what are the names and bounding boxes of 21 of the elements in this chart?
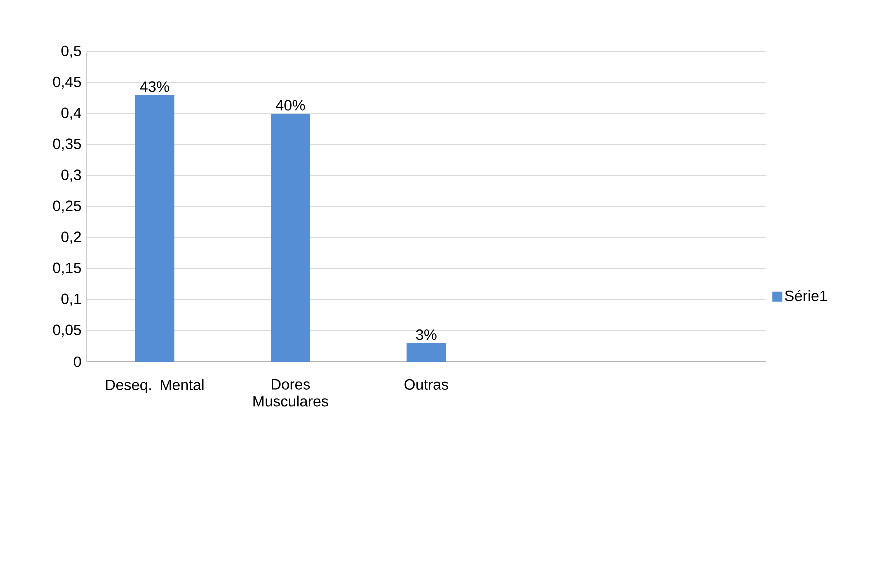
x-tick-label: Outras [404, 379, 448, 390]
y-tick-label: 0,05 [53, 324, 82, 338]
y-tick-label: 0,1 [62, 294, 82, 306]
y-tick-label: 0 [74, 356, 82, 368]
y-tick-label: 0,45 [53, 76, 82, 90]
y-tick-label: 0,25 [53, 200, 82, 214]
legend-label: Série1 [785, 290, 828, 302]
x-tick-label: Dores Musculares [254, 379, 328, 407]
y-tick-label: 0,5 [62, 46, 82, 58]
bar [135, 95, 175, 362]
y-tick-label: 0,35 [53, 138, 82, 152]
data-label: 40% [276, 100, 306, 111]
x-tick-label: Deseq. Mental [106, 379, 204, 394]
y-tick-label: 0,4 [62, 108, 82, 120]
data-label: 3% [416, 330, 437, 340]
y-tick-label: 0,2 [62, 232, 82, 244]
bar [406, 343, 446, 362]
data-label: 43% [140, 82, 170, 92]
y-tick-label: 0,15 [53, 262, 82, 276]
y-tick-label: 0,3 [62, 170, 82, 182]
bar [271, 114, 310, 362]
